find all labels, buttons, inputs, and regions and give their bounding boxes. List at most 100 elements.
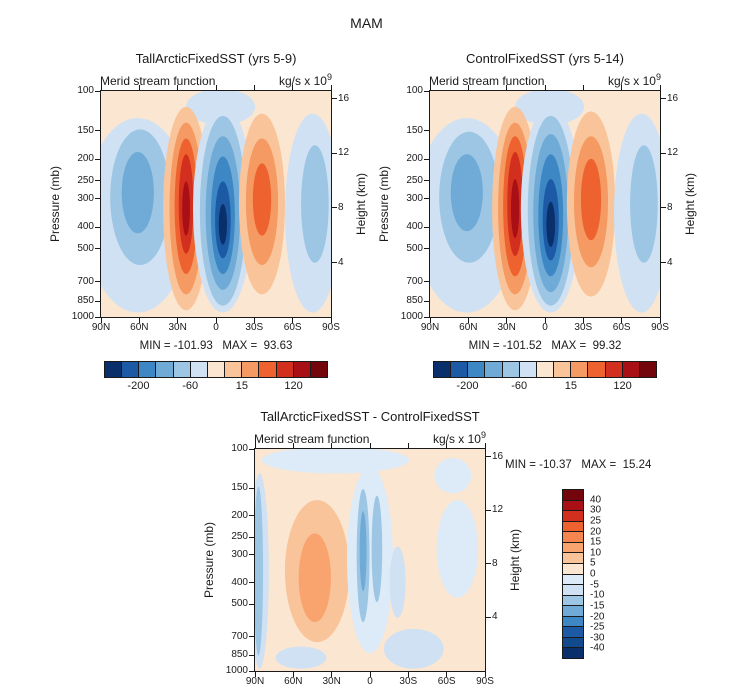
pressure-tick-mark [95, 316, 101, 318]
height-tick-label: 4 [338, 256, 344, 268]
pressure-tick-mark [424, 198, 430, 200]
contour-cell [359, 511, 367, 592]
panel-difference: TallArcticFixedSST - ControlFixedSST Mer… [202, 409, 522, 687]
colorbar-tick-label: -200 [127, 380, 150, 392]
latitude-tick-mark [292, 671, 294, 677]
height-tick-mark [660, 152, 666, 154]
height-tick-label: 12 [667, 147, 679, 159]
latitude-tick-mark [544, 317, 546, 323]
colorbar-tick-label: 40 [590, 494, 602, 506]
colorbar-segment [563, 584, 583, 595]
pressure-tick-mark [95, 281, 101, 283]
latitude-tick-label: 60S [283, 322, 302, 333]
pressure-tick-mark [95, 180, 101, 182]
contour-cell [255, 486, 264, 656]
pressure-tick-label: 200 [406, 153, 423, 165]
latitude-tick-label: 30S [399, 676, 418, 687]
colorbar-tick-label: -60 [182, 380, 199, 392]
colorbar-tick-label: 120 [284, 380, 303, 392]
latitude-tick-mark [292, 317, 294, 323]
colorbar-tick-label: 25 [590, 515, 602, 527]
latitude-tick-label: 30S [574, 322, 593, 333]
colorbar-segment [638, 362, 657, 377]
pressure-tick-mark [424, 226, 430, 228]
colorbar-segment [587, 362, 605, 377]
height-tick-mark [660, 207, 666, 209]
contour-field [101, 91, 331, 317]
contour-cell [436, 500, 479, 598]
colorbar-tick-label: 15 [564, 380, 577, 392]
latitude-tick-mark [331, 671, 333, 677]
pressure-tick-label: 500 [77, 242, 94, 254]
latitude-tick-mark-top [100, 85, 102, 91]
latitude-tick-label: 60S [612, 322, 631, 333]
height-tick-label: 16 [492, 450, 504, 462]
height-axis-label: Height (km) [508, 528, 522, 592]
contour-cell [182, 181, 191, 236]
pressure-tick-label: 400 [77, 221, 94, 233]
pressure-tick-mark [424, 300, 430, 302]
latitude-tick-mark-top [467, 85, 469, 91]
field-name-label: Merid stream function [254, 432, 370, 446]
height-tick-label: 12 [492, 504, 504, 516]
colorbar-segment [450, 362, 468, 377]
height-tick-mark [485, 509, 491, 511]
colorbar: -200 -60 15 120 [104, 361, 328, 395]
contour-cell [298, 533, 331, 623]
pressure-tick-label: 150 [231, 482, 248, 494]
latitude-tick-mark-top [292, 443, 294, 449]
height-tick-label: 4 [667, 256, 673, 268]
colorbar-segment [563, 636, 583, 648]
colorbar-tick-label: 15 [235, 380, 248, 392]
units-exponent: 9 [480, 430, 486, 440]
panel-title: ControlFixedSST (yrs 5-14) [466, 51, 624, 66]
latitude-tick-mark-top [544, 85, 546, 91]
colorbar-tick-label: 20 [590, 526, 602, 537]
units-base: kg/s x 10 [432, 432, 481, 446]
contour-cell [301, 145, 329, 263]
latitude-tick-mark [582, 317, 584, 323]
colorbar-segment [563, 552, 583, 563]
pressure-tick-mark [95, 198, 101, 200]
pressure-tick-label: 250 [231, 531, 248, 543]
latitude-tick-mark-top [369, 443, 371, 449]
latitude-tick-label: 60N [130, 322, 149, 333]
pressure-tick-mark [95, 248, 101, 250]
latitude-tick-mark [369, 671, 371, 677]
height-tick-mark [660, 262, 666, 264]
colorbar-tick-label: 10 [590, 547, 602, 559]
pressure-tick-mark [95, 158, 101, 160]
pressure-tick-label: 1000 [400, 311, 423, 322]
contour-cell [450, 154, 483, 232]
latitude-tick-mark [506, 317, 508, 323]
colorbar-segment [553, 362, 571, 377]
latitude-tick-mark [330, 317, 332, 323]
pressure-tick-mark [424, 90, 430, 92]
colorbar-segment [563, 499, 583, 511]
colorbar-tick-label: -30 [590, 632, 605, 644]
contour-cell [347, 466, 393, 654]
colorbar-segment [563, 626, 583, 637]
pressure-tick-label: 500 [231, 598, 248, 610]
colorbar-tick-label: 15 [590, 536, 602, 548]
pressure-tick-label: 700 [406, 275, 423, 287]
pressure-tick-label: 300 [406, 192, 423, 204]
colorbar-segment [224, 362, 242, 377]
contour-cell [218, 204, 228, 245]
contour-cell [383, 628, 444, 669]
panel-title: TallArcticFixedSST (yrs 5-9) [135, 51, 297, 66]
pressure-tick-mark [249, 515, 255, 517]
latitude-tick-label: 30N [322, 676, 341, 687]
contour-cell [275, 646, 327, 669]
latitude-tick-label: 30S [245, 322, 264, 333]
latitude-tick-mark [621, 317, 623, 323]
colorbar-segment [535, 362, 554, 377]
pressure-tick-mark [249, 554, 255, 556]
height-tick-label: 8 [667, 201, 673, 213]
colorbar-segment [563, 490, 583, 500]
latitude-tick-mark-top [292, 85, 294, 91]
field-name-label: Merid stream function [429, 74, 545, 88]
pressure-tick-label: 1000 [225, 665, 248, 676]
latitude-tick-mark [138, 317, 140, 323]
